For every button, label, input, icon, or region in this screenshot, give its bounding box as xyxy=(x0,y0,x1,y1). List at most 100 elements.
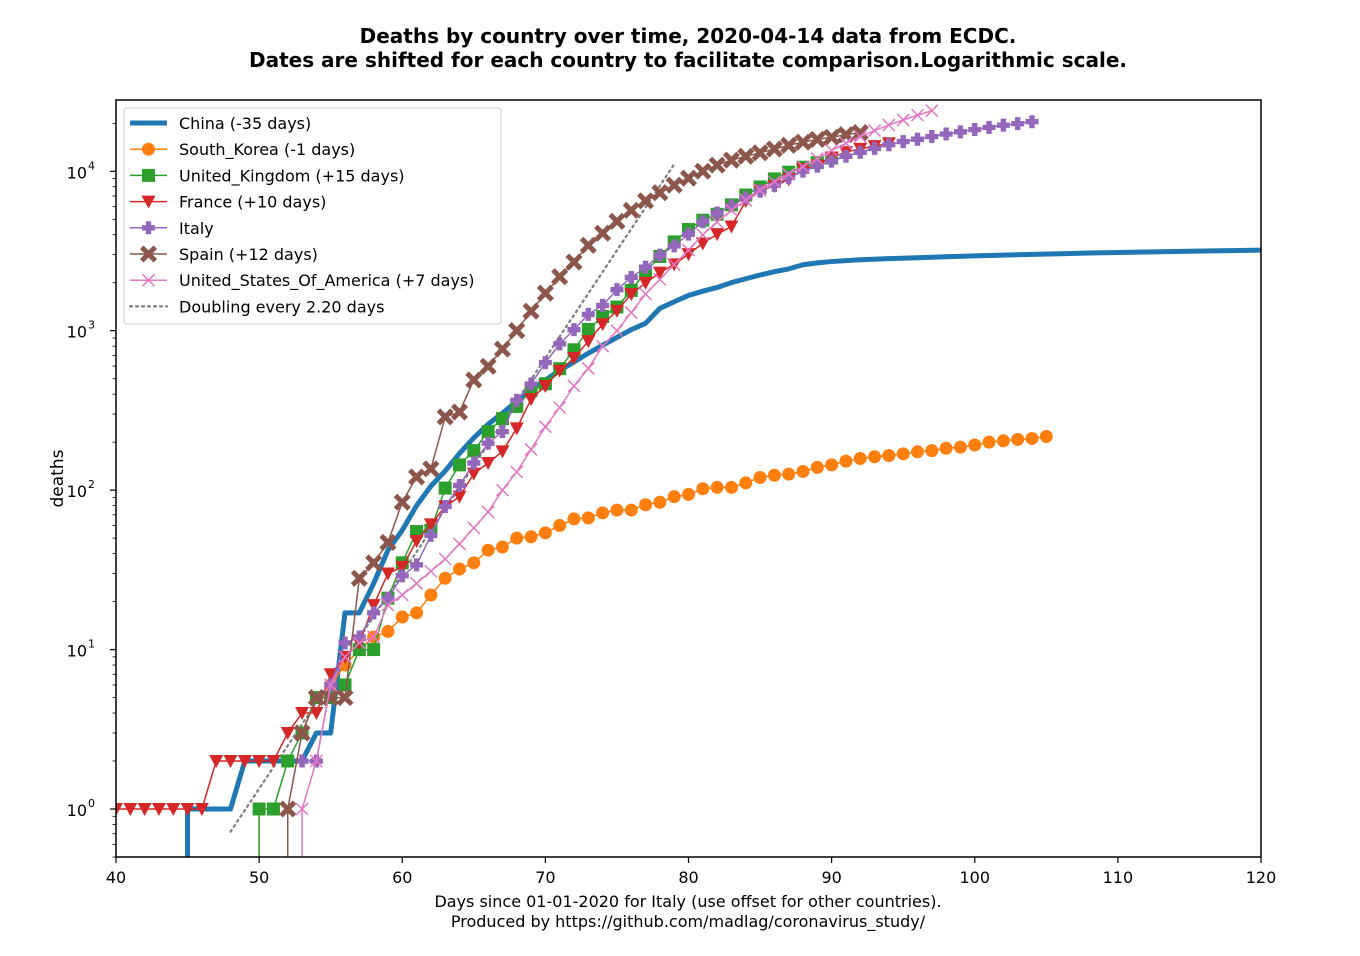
data-point xyxy=(925,104,939,118)
data-point xyxy=(737,147,755,165)
data-point xyxy=(252,802,266,816)
data-point xyxy=(724,203,738,217)
data-point xyxy=(350,569,368,587)
data-point xyxy=(724,220,739,234)
data-point xyxy=(393,493,411,511)
data-point xyxy=(552,364,567,378)
data-point xyxy=(481,505,495,519)
data-point xyxy=(911,445,924,459)
data-point xyxy=(452,490,467,504)
series-doubling-every-2-20-days xyxy=(229,163,676,833)
data-point xyxy=(381,591,395,605)
data-point xyxy=(567,512,581,526)
data-point xyxy=(209,755,224,769)
data-point xyxy=(610,324,624,338)
x-tick-label: 40 xyxy=(106,868,126,887)
data-point xyxy=(467,444,481,458)
data-point xyxy=(825,143,839,158)
data-point xyxy=(553,519,567,533)
data-point xyxy=(794,133,812,151)
data-point xyxy=(639,260,653,274)
x-axis-label-block: Days since 01-01-2020 for Italy (use off… xyxy=(0,892,1360,932)
data-point xyxy=(295,802,309,816)
data-point xyxy=(453,458,466,472)
data-point xyxy=(467,456,481,470)
legend-item-italy: Italy xyxy=(130,219,214,238)
data-point xyxy=(495,483,509,497)
data-point xyxy=(553,400,567,415)
y-tick-label: 102 xyxy=(67,478,95,501)
data-point xyxy=(450,403,469,421)
data-point xyxy=(739,193,753,207)
data-point xyxy=(565,253,583,271)
data-point xyxy=(1025,431,1039,445)
data-point xyxy=(982,120,996,134)
data-point xyxy=(424,528,438,542)
data-point xyxy=(653,272,667,286)
data-point xyxy=(438,499,452,513)
data-point xyxy=(710,215,724,229)
data-point xyxy=(810,159,824,173)
data-point xyxy=(524,393,539,407)
legend-item-south-korea-1-days: South_Korea (-1 days) xyxy=(130,140,355,160)
data-point xyxy=(925,130,939,144)
data-point xyxy=(637,192,655,210)
data-point xyxy=(695,237,710,251)
data-point xyxy=(524,377,538,391)
data-point xyxy=(681,243,696,257)
data-point xyxy=(338,636,352,650)
data-point xyxy=(696,228,710,242)
data-point xyxy=(751,144,769,162)
data-point xyxy=(453,478,466,492)
data-point xyxy=(395,560,410,574)
data-point xyxy=(309,754,323,768)
data-point xyxy=(424,588,438,602)
data-point xyxy=(595,318,610,332)
data-point xyxy=(453,562,466,576)
series-china-35-days xyxy=(185,247,1261,857)
data-point xyxy=(551,268,569,286)
data-point xyxy=(510,393,524,407)
series-united-states-of-america-7-days xyxy=(295,104,939,857)
data-point xyxy=(639,287,653,301)
data-point xyxy=(481,543,495,557)
data-point xyxy=(767,175,781,189)
data-point xyxy=(753,183,767,197)
data-point xyxy=(123,803,138,817)
data-point xyxy=(323,668,338,682)
y-tick-label: 103 xyxy=(67,319,95,342)
series-layer xyxy=(116,104,1261,857)
data-point xyxy=(581,361,595,375)
data-point xyxy=(194,803,209,817)
data-point xyxy=(423,518,438,532)
data-point xyxy=(739,476,753,490)
data-point xyxy=(395,610,409,624)
data-point xyxy=(567,352,581,366)
data-point xyxy=(696,215,710,229)
data-point xyxy=(266,802,280,816)
data-point xyxy=(782,167,796,181)
legend-box xyxy=(123,107,502,325)
data-point xyxy=(767,468,781,482)
data-point xyxy=(882,448,896,462)
legend-item-china-35-days: China (-35 days) xyxy=(130,114,311,133)
data-point xyxy=(753,471,767,485)
data-point xyxy=(295,707,310,721)
x-tick-label: 50 xyxy=(249,868,269,887)
data-point xyxy=(810,152,824,166)
data-point xyxy=(395,588,409,602)
x-tick-label: 70 xyxy=(535,868,555,887)
data-point xyxy=(352,636,366,650)
data-point xyxy=(581,335,596,349)
series-line xyxy=(301,109,933,857)
data-point xyxy=(653,248,667,262)
data-point xyxy=(524,530,538,544)
legend-marker xyxy=(142,142,155,156)
data-point xyxy=(708,156,726,174)
legend-label: Italy xyxy=(179,219,214,238)
data-point xyxy=(610,503,624,517)
data-point xyxy=(180,803,195,817)
data-point xyxy=(338,678,352,692)
data-point xyxy=(825,458,839,472)
data-point xyxy=(352,630,366,644)
